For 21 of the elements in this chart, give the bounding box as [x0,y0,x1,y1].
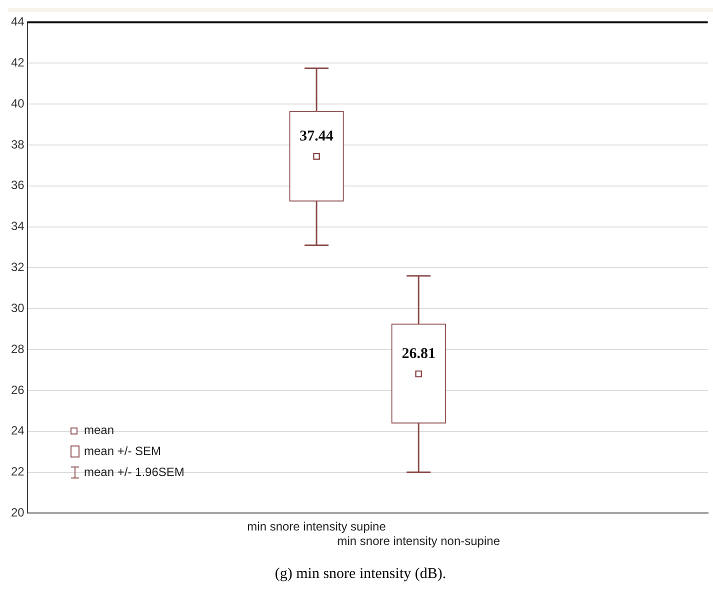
annotation: mean [84,423,114,437]
y-tick-label: 30 [10,300,25,315]
text: 37.44 [300,128,334,144]
y-tick-label: 44 [10,14,25,29]
y-tick-label: 28 [10,342,25,356]
annotation: mean +/- 1.96SEM [84,465,184,479]
text: 26.81 [402,346,436,362]
y-tick-label: 22 [10,464,25,479]
annotation: mean +/- SEM [84,444,162,458]
x-tick-label: min snore intensity supine [247,520,386,534]
y-tick-label: 36 [10,178,25,192]
y-tick-label: 24 [10,424,25,438]
y-tick-label: 34 [10,219,25,234]
y-tick-label: 20 [10,506,25,520]
x-tick-label: min snore intensity non-supine [337,534,500,548]
y-tick-label: 40 [10,96,25,110]
y-tick-label: 32 [10,260,25,274]
y-tick-label: 26 [10,382,25,397]
y-tick-label: 42 [10,55,25,70]
text: (g) min snore intensity (dB). [8,552,713,589]
y-tick-label: 38 [10,137,25,152]
